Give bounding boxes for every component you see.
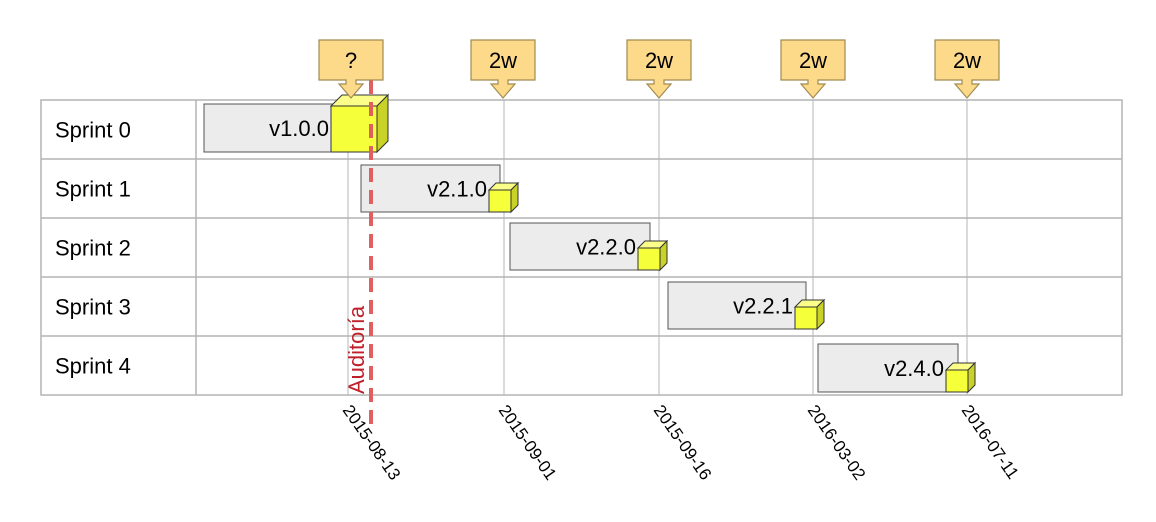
row-label: Sprint 1	[55, 177, 131, 202]
audit-label: Auditoría	[344, 305, 369, 394]
release-label: v2.2.1	[733, 294, 793, 319]
callout-arrow	[318, 39, 384, 99]
audit-marker: Auditoría	[344, 80, 373, 425]
release-cube-icon	[637, 247, 661, 271]
row-label: Sprint 3	[55, 295, 131, 320]
callout-arrow	[934, 39, 1000, 99]
callout-label: 2w	[489, 48, 517, 73]
release-bar	[667, 281, 807, 330]
date-label: 2015-09-16	[650, 401, 715, 483]
callout-arrow	[626, 39, 692, 99]
release-bar	[817, 343, 959, 393]
release-label: v1.0.0	[269, 116, 329, 141]
release-label: v2.4.0	[884, 356, 944, 381]
row-label: Sprint 0	[55, 118, 131, 143]
release-bar	[203, 103, 339, 153]
row-label: Sprint 2	[55, 236, 131, 261]
callout-arrow	[780, 39, 846, 99]
callout-label: 2w	[799, 48, 827, 73]
date-label: 2016-03-02	[804, 401, 869, 483]
date-label: 2016-07-11	[958, 401, 1023, 482]
table-border	[40, 99, 1123, 396]
callout-arrow	[470, 39, 536, 99]
row-label: Sprint 4	[55, 354, 131, 379]
release-bar	[509, 222, 651, 271]
callouts: ? 2w 2w 2w 2w	[318, 39, 1000, 99]
release-bars: v1.0.0 v2.1.0 v2.2.0 v2.2.1 v2.4.0	[203, 93, 977, 394]
release-bar	[360, 164, 501, 213]
release-cube-icon	[945, 369, 969, 393]
date-label: 2015-09-01	[495, 401, 560, 483]
grid: Sprint 0 Sprint 1 Sprint 2 Sprint 3 Sprint 4	[40, 99, 1123, 396]
release-label: v2.1.0	[427, 177, 487, 202]
callout-label: ?	[345, 48, 357, 73]
date-labels: 2015-08-13 2015-09-01 2015-09-16 2016-03-02…	[339, 401, 1023, 483]
callout-label: 2w	[953, 48, 981, 73]
release-cube-icon	[794, 306, 818, 330]
release-cube-icon	[488, 189, 512, 213]
release-label: v2.2.0	[576, 235, 636, 260]
callout-label: 2w	[645, 48, 673, 73]
